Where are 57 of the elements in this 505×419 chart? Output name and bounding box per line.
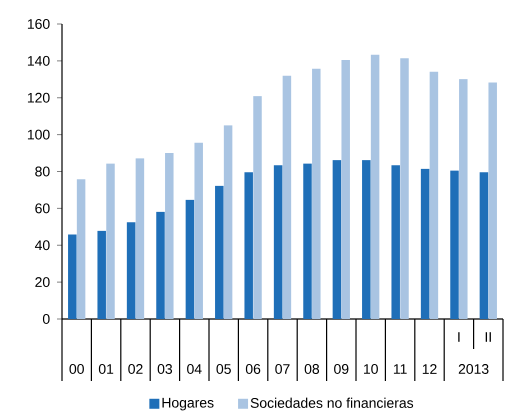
y-tick-label: 120	[28, 92, 50, 103]
y-tick-label: 100	[28, 130, 50, 140]
bar	[480, 172, 488, 319]
x-tick-label: 07	[275, 364, 290, 374]
y-tick-label: 140	[28, 56, 50, 66]
legend-label: Sociedades no financieras	[250, 398, 414, 408]
bar	[244, 172, 253, 319]
bar	[488, 82, 497, 319]
bar	[312, 68, 321, 319]
bar	[186, 200, 194, 319]
x-tick-label: 10	[364, 364, 378, 374]
x-tick-label: I	[458, 332, 460, 342]
bar	[76, 179, 86, 319]
x-tick-label: 08	[304, 364, 320, 374]
bar	[459, 79, 468, 319]
bar	[370, 54, 380, 319]
bar	[420, 168, 430, 319]
bar	[215, 186, 224, 319]
x-tick-label: 01	[98, 364, 114, 374]
bar	[224, 125, 232, 319]
y-tick-label: 0	[42, 314, 50, 324]
bar	[400, 58, 409, 319]
x-tick-label: 02	[128, 364, 143, 374]
x-tick-label: 09	[334, 364, 348, 374]
bar	[274, 165, 282, 319]
bar	[332, 160, 342, 319]
y-tick-label: 160	[28, 19, 50, 29]
bar	[68, 234, 77, 319]
y-tick-label: 60	[35, 203, 50, 214]
x-tick-label: 12	[422, 364, 437, 374]
bar	[156, 212, 165, 319]
x-tick-label: 04	[187, 364, 202, 374]
bar	[194, 142, 203, 319]
bar	[430, 72, 438, 319]
bar	[97, 230, 106, 319]
x-tick-label: 06	[246, 364, 260, 374]
bar	[165, 153, 174, 319]
x-tick-label: 05	[216, 364, 231, 374]
x-tick-label: II	[486, 332, 491, 342]
x-tick-label: 03	[158, 364, 172, 374]
x-tick-label: 00	[69, 364, 84, 374]
y-tick-label: 80	[35, 166, 50, 176]
legend-label: Hogares	[162, 398, 214, 410]
text: 2013	[458, 364, 488, 374]
bar	[391, 165, 400, 319]
y-tick-label: 20	[35, 277, 50, 288]
bar	[341, 60, 350, 319]
bar	[450, 170, 459, 319]
x-tick-label: 11	[394, 364, 407, 374]
bar	[362, 160, 371, 319]
bar	[303, 164, 312, 319]
bar	[282, 76, 292, 319]
bar	[136, 158, 144, 319]
bar	[106, 164, 115, 319]
y-tick-label: 40	[34, 240, 50, 250]
bar	[126, 222, 136, 319]
bar	[253, 96, 262, 319]
